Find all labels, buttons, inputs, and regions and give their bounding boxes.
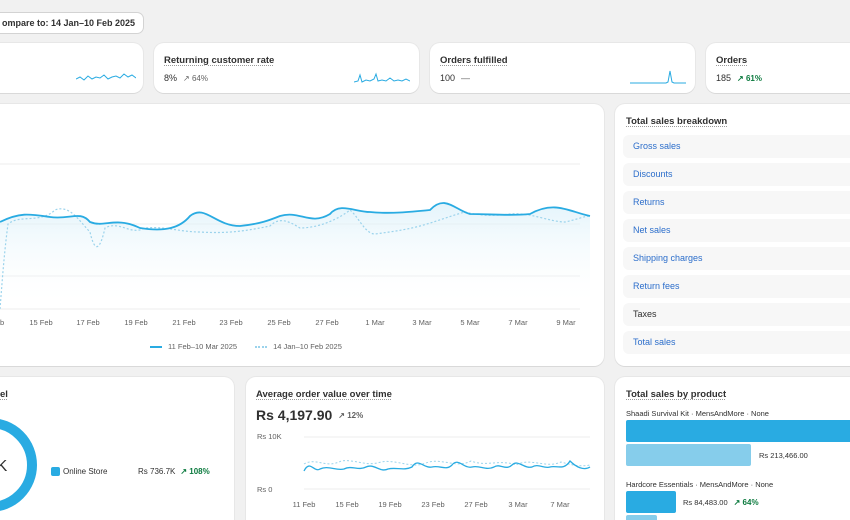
aov-previous-line [303, 460, 591, 467]
compare-label: ompare to: 14 Jan–10 Feb 2025 [2, 18, 136, 28]
x-tick: 5 Mar [460, 318, 480, 327]
metric-card-orders-fulfilled[interactable]: Orders fulfilled 100 — [430, 43, 695, 93]
product-current-value: Rs 84,483.00 [683, 498, 728, 507]
current-series-line [0, 202, 591, 231]
breakdown-title: Total sales breakdown [626, 116, 728, 127]
breakdown-item-taxes: Taxes [623, 303, 850, 326]
legend-swatch-current [150, 345, 162, 348]
product-bar-value-row: Rs 213,466.00 [759, 451, 808, 460]
breakdown-item-returns[interactable]: Returns [623, 191, 850, 214]
aov-value-row: Rs 4,197.90 ↗ 12% [256, 407, 363, 423]
product-bar-current[interactable] [626, 420, 850, 442]
legend-current-label: 11 Feb–10 Mar 2025 [168, 342, 238, 351]
metric-card-cropped[interactable] [0, 43, 143, 93]
x-tick: 27 Feb [315, 318, 338, 327]
product-bar-previous[interactable] [626, 444, 751, 466]
breakdown-item-return-fees[interactable]: Return fees [623, 275, 850, 298]
channel-title: el [0, 389, 8, 400]
product-label: Shaadi Survival Kit · MensAndMore · None [626, 409, 769, 418]
current-area [0, 203, 590, 309]
metric-change: ↗ 64% [183, 73, 208, 83]
aov-x-axis-ticks: 11 Feb 15 Feb 19 Feb 23 Feb 27 Feb 3 Mar… [293, 500, 570, 509]
channel-legend-change: ↗ 108% [180, 467, 210, 476]
legend-previous-label: 14 Jan–10 Feb 2025 [273, 342, 342, 351]
total-sales-chart-card: b 15 Feb 17 Feb 19 Feb 21 Feb 23 Feb 25 … [0, 104, 604, 366]
metric-value: 185 [716, 73, 732, 83]
product-bar-current[interactable] [626, 491, 676, 513]
x-tick: 11 Feb [293, 500, 316, 509]
metric-value: 8% [164, 73, 178, 83]
breakdown-item-discounts[interactable]: Discounts [623, 163, 850, 186]
product-previous-value: Rs 213,466.00 [759, 451, 808, 460]
metric-title: Orders [716, 55, 748, 66]
metric-value-row: 185 ↗ 61% [716, 73, 762, 83]
sales-by-channel-card: el K Online Store Rs 736.7K ↗ 108% [0, 377, 234, 520]
total-sales-chart: b 15 Feb 17 Feb 19 Feb 21 Feb 23 Feb 25 … [0, 163, 591, 327]
breakdown-item-net-sales[interactable]: Net sales [623, 219, 850, 242]
metric-card-orders[interactable]: Orders 185 ↗ 61% [706, 43, 850, 93]
product-bar-previous[interactable] [626, 515, 657, 520]
chart-legend: 11 Feb–10 Mar 2025 14 Jan–10 Feb 2025 [150, 342, 342, 351]
channel-donut: K [0, 419, 37, 511]
x-tick: 25 Feb [267, 318, 290, 327]
metric-sparkline [630, 70, 686, 84]
channel-legend-label: Online Store [63, 467, 108, 476]
x-tick: 15 Feb [335, 500, 358, 509]
metric-sparkline [76, 73, 136, 81]
x-tick: 21 Feb [172, 318, 195, 327]
metric-value-row: 8% ↗ 64% [164, 73, 208, 83]
x-tick: 3 Mar [508, 500, 528, 509]
previous-series-line [0, 208, 591, 310]
x-tick: 3 Mar [412, 318, 432, 327]
x-tick: 19 Feb [378, 500, 401, 509]
x-tick: 27 Feb [464, 500, 487, 509]
x-tick: 1 Mar [365, 318, 385, 327]
y-tick: Rs 0 [257, 485, 272, 494]
legend-swatch-previous [255, 345, 268, 348]
x-tick: 23 Feb [219, 318, 242, 327]
metric-title: Returning customer rate [164, 55, 275, 66]
x-tick: 19 Feb [124, 318, 147, 327]
aov-card: Average order value over time Rs 4,197.9… [246, 377, 604, 520]
aov-value: Rs 4,197.90 [256, 407, 333, 423]
aov-current-line [303, 459, 591, 472]
aov-title: Average order value over time [256, 389, 392, 400]
aov-change: ↗ 12% [338, 410, 364, 420]
x-axis-ticks: b 15 Feb 17 Feb 19 Feb 21 Feb 23 Feb 25 … [0, 318, 576, 327]
x-tick: 7 Mar [550, 500, 570, 509]
metric-change: — [461, 73, 471, 83]
channel-legend-value: Rs 736.7K [138, 467, 176, 476]
x-tick: 9 Mar [556, 318, 576, 327]
channel-legend-value-row: Rs 736.7K ↗ 108% [138, 467, 210, 476]
product-change: ↗ 64% [733, 498, 759, 507]
breakdown-item-shipping-charges[interactable]: Shipping charges [623, 247, 850, 270]
metric-change: ↗ 61% [737, 73, 762, 83]
product-bar-value-row: Rs 84,483.00 ↗ 64% [683, 498, 759, 507]
metric-value-row: 100 — [440, 73, 470, 83]
metric-title: Orders fulfilled [440, 55, 508, 66]
breakdown-item-total-sales[interactable]: Total sales [623, 331, 850, 354]
channel-legend-swatch [51, 467, 60, 476]
metric-card-returning-rate[interactable]: Returning customer rate 8% ↗ 64% [154, 43, 419, 93]
product-title: Total sales by product [626, 389, 727, 400]
x-tick: 23 Feb [421, 500, 444, 509]
compare-date-button[interactable]: ompare to: 14 Jan–10 Feb 2025 [0, 13, 144, 33]
aov-chart: Rs 10K Rs 0 11 Feb 15 Feb 19 Feb 23 Feb … [257, 432, 591, 509]
total-sales-breakdown-card: Total sales breakdown Gross sales Discou… [615, 104, 850, 366]
x-tick: 15 Feb [29, 318, 52, 327]
breakdown-item-gross-sales[interactable]: Gross sales [623, 135, 850, 158]
metric-sparkline [354, 72, 410, 83]
x-tick: b [0, 318, 4, 327]
x-tick: 17 Feb [76, 318, 99, 327]
donut-center-label: K [0, 458, 8, 475]
y-tick: Rs 10K [257, 432, 282, 441]
sales-by-product-card: Total sales by product Shaadi Survival K… [615, 377, 850, 520]
product-label: Hardcore Essentials · MensAndMore · None [626, 480, 774, 489]
x-tick: 7 Mar [508, 318, 528, 327]
metric-value: 100 [440, 73, 456, 83]
